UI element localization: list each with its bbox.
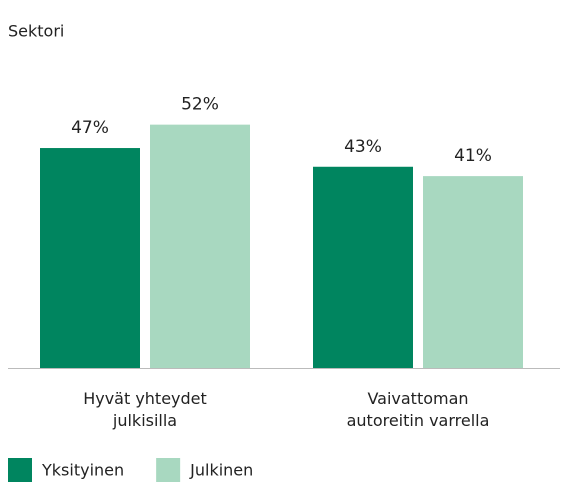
legend-label: Yksityinen [41, 461, 124, 480]
legend-swatch [8, 458, 32, 482]
bar [313, 166, 413, 368]
bar [150, 124, 250, 368]
legend-swatch [156, 458, 181, 482]
legend-label: Julkinen [189, 461, 253, 480]
value-label: 52% [181, 95, 219, 115]
value-label: 41% [454, 146, 492, 166]
bar [40, 148, 140, 368]
value-label: 43% [344, 137, 382, 157]
bar [423, 176, 523, 368]
chart-title: Sektori [8, 22, 64, 41]
x-tick-label: Hyvät yhteydet julkisilla [83, 389, 207, 430]
x-tick-label: Vaivattoman autoreitin varrella [346, 389, 490, 430]
value-label: 47% [71, 118, 109, 138]
